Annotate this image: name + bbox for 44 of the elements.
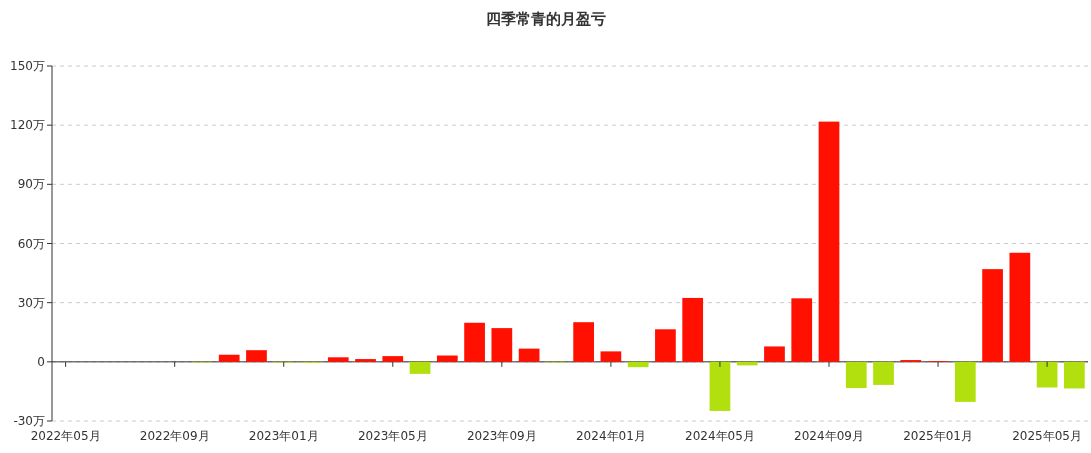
x-tick-label: 2024年01月 [575,429,646,443]
x-tick-label: 2023年05月 [357,429,428,443]
bar [982,269,1003,362]
x-tick-label: 2022年09月 [139,429,210,443]
bar [246,350,267,362]
bar [355,359,376,362]
bar [600,351,622,362]
bar [573,322,594,362]
bar [764,346,785,362]
y-tick-label: 120万 [10,118,45,133]
bar [436,355,458,362]
bar [655,329,676,362]
bar [845,361,867,389]
bar [954,361,976,402]
bar [818,121,840,362]
y-tick-label: 0 [37,354,45,369]
bar [682,297,704,362]
bar [327,357,349,362]
y-tick-label: -30万 [13,414,45,428]
bar [464,322,485,362]
bar [218,354,240,362]
x-tick-label: 2024年05月 [685,429,755,443]
bar [1064,361,1085,389]
bar [873,361,894,385]
x-tick-label: 2025年01月 [903,429,973,443]
y-tick-label: 150万 [10,59,45,73]
bar [627,361,649,368]
bar [1036,361,1058,388]
x-tick-label: 2022年05月 [30,429,101,443]
x-tick-label: 2024年09月 [794,429,864,443]
bar [409,361,431,374]
bar [709,361,731,411]
bar [491,328,513,362]
bar [382,356,404,362]
bar [518,348,540,362]
y-tick-label: 90万 [17,177,45,192]
chart-title: 四季常青的月盈亏 [485,10,606,28]
y-tick-label: 30万 [17,295,45,310]
x-tick-label: 2025年05月 [1012,429,1083,443]
x-tick-label: 2023年09月 [466,429,537,443]
bar [1009,252,1031,362]
y-tick-label: 60万 [17,236,45,251]
x-tick-label: 2023年01月 [248,429,319,443]
bar [791,298,813,362]
